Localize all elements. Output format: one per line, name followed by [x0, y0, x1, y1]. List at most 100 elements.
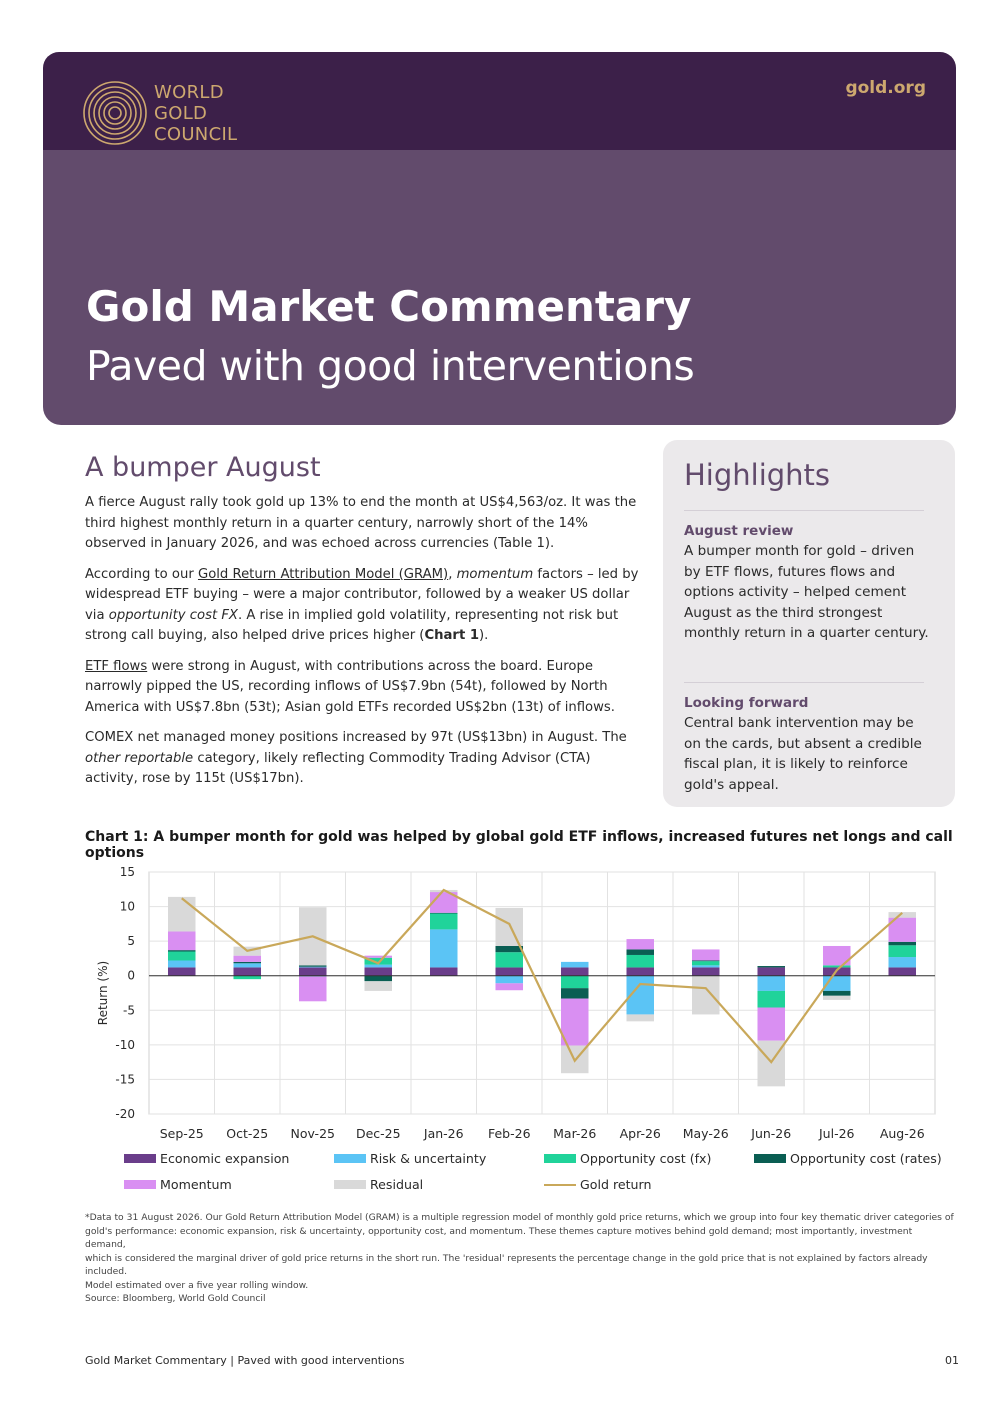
bar-segment: [822, 990, 851, 996]
bar-segment: [560, 961, 589, 968]
legend-item-opp-fx: Opportunity cost (fx): [544, 1151, 711, 1166]
bar-segment: [757, 966, 786, 968]
legend-swatch: [124, 1154, 156, 1163]
gram-link[interactable]: Gold Return Attribution Model (GRAM): [197, 566, 449, 582]
section-title: A bumper August: [85, 452, 321, 483]
bar-segment: [691, 961, 720, 966]
bar-segment: [233, 967, 262, 976]
logo-line-1: WORLD: [154, 82, 224, 103]
p4-text-b: category, likely reflecting Commodity Tr…: [85, 750, 591, 787]
page-subtitle: Paved with good interventions: [86, 342, 695, 390]
bar-segment: [364, 981, 393, 991]
bar-segment: [167, 931, 196, 951]
bar-segment: [888, 912, 917, 918]
p2-text-d: . A rise in implied gold volatility, rep…: [85, 607, 619, 644]
legend-swatch-line: [544, 1183, 576, 1186]
bar-segment: [429, 967, 458, 976]
bar-segment: [364, 964, 393, 968]
legend-swatch: [124, 1180, 156, 1189]
footer-text: Gold Market Commentary | Paved with good…: [85, 1354, 405, 1367]
p2-em-momentum: momentum: [456, 566, 534, 582]
legend-label: Opportunity cost (rates): [790, 1151, 942, 1166]
bar-segment: [495, 983, 524, 991]
bar-segment: [757, 975, 786, 991]
bar-segment: [429, 929, 458, 968]
bar-segment: [691, 965, 720, 968]
p2-text-a: According to our: [85, 566, 198, 582]
bar-segment: [560, 967, 589, 976]
etf-flows-link[interactable]: ETF flows: [85, 658, 148, 674]
x-tick-label: Apr-26: [620, 1126, 661, 1141]
bar-segment: [822, 965, 851, 968]
bar-segment: [233, 955, 262, 962]
legend-label: Gold return: [580, 1177, 652, 1192]
highlights-title: Highlights: [684, 458, 831, 492]
x-tick-label: May-26: [683, 1126, 729, 1141]
bar-segment: [495, 952, 524, 968]
logo-line-3: COUNCIL: [154, 124, 238, 145]
y-tick-label: -5: [123, 1003, 135, 1017]
highlight-heading-1: August review: [684, 523, 794, 539]
bar-segment: [298, 966, 327, 968]
bar-segment: [691, 967, 720, 976]
bar-segment: [757, 990, 786, 1008]
bar-segment: [888, 941, 917, 946]
highlights-divider-1: [684, 510, 924, 511]
x-tick-label: Nov-25: [291, 1126, 335, 1141]
p2-em-fx: opportunity cost FX: [108, 607, 238, 623]
footnote-line: gold's performance: economic expansion, …: [85, 1225, 913, 1251]
bar-segment: [167, 896, 196, 932]
legend-item-momentum: Momentum: [124, 1177, 232, 1192]
p4-em: other reportable: [85, 750, 194, 766]
bar-segment: [429, 912, 458, 914]
p2-chart-ref: Chart 1: [424, 628, 480, 643]
legend-item-residual: Residual: [334, 1177, 423, 1192]
site-link[interactable]: gold.org: [845, 78, 926, 98]
bar-segment: [757, 967, 786, 976]
p4-text-a: COMEX net managed money positions increa…: [85, 730, 627, 745]
highlights-divider-2: [684, 682, 924, 683]
bar-segment: [495, 907, 524, 946]
bar-segment: [429, 913, 458, 930]
bar-segment: [167, 951, 196, 961]
bar-segment: [626, 1014, 655, 1022]
attribution-chart: 15 10 5 0 -5 -10 -15 -20 Sep-25 Oct-25 Nov-25 Dec-2…: [96, 865, 936, 1141]
bar-segment: [888, 945, 917, 958]
highlight-body-1: A bumper month for gold – driven by ETF …: [684, 543, 929, 641]
bar-segment: [298, 965, 327, 967]
legend-item-economic-expansion: Economic expansion: [124, 1151, 289, 1166]
y-tick-label: 5: [127, 934, 135, 948]
main-column: A bumper August A fierce August rally to…: [85, 452, 640, 800]
chart-footnote: *Data to 31 August 2026. Our Gold Return…: [85, 1211, 955, 1306]
y-tick-label: 0: [127, 969, 135, 983]
bar-segment: [495, 975, 524, 984]
paragraph-2: According to our Gold Return Attribution…: [85, 565, 640, 647]
paragraph-4: COMEX net managed money positions increa…: [85, 728, 640, 790]
y-axis-label: Return (%): [96, 961, 110, 1025]
paragraph-3: ETF flows were strong in August, with co…: [85, 657, 640, 719]
logo-wordmark: WORLD GOLD COUNCIL: [154, 82, 237, 145]
footnote-line: Model estimated over a five year rolling…: [85, 1279, 309, 1291]
highlight-heading-2: Looking forward: [684, 695, 809, 711]
highlight-body-2: Central bank intervention may be on the …: [684, 715, 922, 793]
p2-text-e: ).: [479, 628, 489, 643]
legend-swatch: [544, 1154, 576, 1163]
x-tick-label: Dec-25: [356, 1126, 401, 1141]
x-tick-label: Feb-26: [488, 1126, 531, 1141]
bar-segment: [626, 949, 655, 955]
p2-text-c: factors – led by widespread ETF buying –…: [85, 566, 639, 623]
footnote-line: *Data to 31 August 2026. Our Gold Return…: [85, 1212, 954, 1223]
bar-segment: [888, 957, 917, 968]
bar-segment: [364, 975, 393, 982]
y-tick-label: -10: [115, 1038, 135, 1052]
legend-swatch: [334, 1154, 366, 1163]
legend-label: Momentum: [160, 1177, 232, 1192]
x-tick-label: Jan-26: [423, 1126, 464, 1141]
x-tick-label: Jun-26: [750, 1126, 791, 1141]
bar-segment: [233, 961, 262, 964]
bar-segment: [167, 967, 196, 976]
bar-segment: [364, 967, 393, 976]
bar-segment: [888, 967, 917, 976]
world-gold-council-logo-icon: [83, 81, 147, 145]
bar-segment: [757, 1007, 786, 1041]
